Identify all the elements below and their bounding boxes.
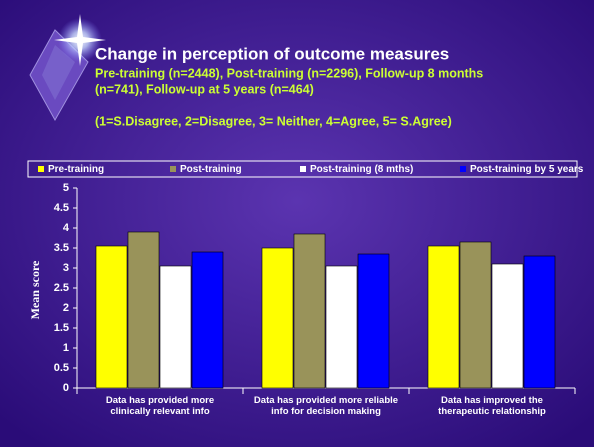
legend-label: Pre-training bbox=[48, 164, 104, 175]
legend-swatch bbox=[170, 166, 176, 172]
y-tick-label: 5 bbox=[63, 182, 69, 194]
y-tick-label: 1.5 bbox=[54, 322, 69, 334]
legend-label: Post-training (8 mths) bbox=[310, 164, 413, 175]
y-tick-label: 3.5 bbox=[54, 242, 69, 254]
x-tick-label: Data has improved the therapeutic relati… bbox=[438, 395, 546, 417]
y-tick-label: 2.5 bbox=[54, 282, 69, 294]
legend-box bbox=[27, 160, 578, 178]
legend-swatch bbox=[38, 166, 44, 172]
bar bbox=[127, 231, 160, 389]
bar bbox=[459, 241, 492, 389]
bar bbox=[159, 265, 192, 389]
chart-title: Change in perception of outcome measures bbox=[95, 44, 449, 63]
bar bbox=[427, 245, 460, 389]
bar bbox=[523, 255, 556, 389]
y-axis-label: Mean score bbox=[28, 260, 42, 319]
y-tick-label: 0 bbox=[63, 382, 69, 394]
y-tick-label: 3 bbox=[63, 262, 69, 274]
subtitle: (n=741), Follow-up at 5 years (n=464) bbox=[95, 82, 314, 96]
subtitle: Pre-training (n=2448), Post-training (n=… bbox=[95, 66, 483, 80]
y-tick-label: 4.5 bbox=[54, 202, 69, 214]
bar bbox=[261, 247, 294, 389]
bar bbox=[95, 245, 128, 389]
y-tick-label: 4 bbox=[63, 222, 70, 234]
legend-label: Post-training bbox=[180, 164, 242, 175]
x-tick-label: Data has provided more clinically releva… bbox=[105, 395, 215, 417]
note: (1=S.Disagree, 2=Disagree, 3= Neither, 4… bbox=[95, 114, 452, 128]
bar bbox=[491, 263, 524, 389]
y-tick-label: 1 bbox=[63, 342, 69, 354]
legend-label: Post-training by 5 years bbox=[470, 164, 584, 175]
star-decoration bbox=[29, 14, 106, 122]
bar bbox=[325, 265, 358, 389]
bar bbox=[293, 233, 326, 389]
y-tick-label: 2 bbox=[63, 302, 69, 314]
bar bbox=[357, 253, 390, 389]
y-tick-label: 0.5 bbox=[54, 362, 69, 374]
legend-swatch bbox=[460, 166, 466, 172]
bar bbox=[191, 251, 224, 389]
legend-swatch bbox=[300, 166, 306, 172]
x-tick-label: Data has provided more reliable info for… bbox=[253, 395, 399, 417]
